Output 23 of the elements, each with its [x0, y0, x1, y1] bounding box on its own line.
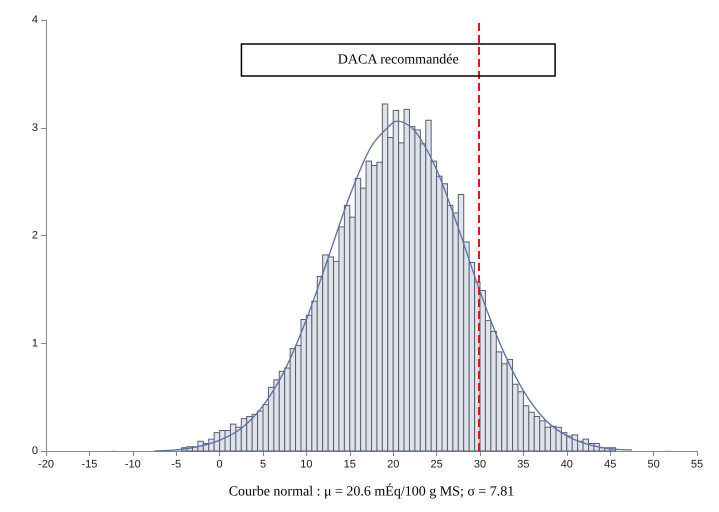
x-tick-label: 35 — [517, 458, 530, 470]
y-tick-label: 3 — [32, 122, 38, 134]
x-tick-label: 50 — [647, 458, 660, 470]
x-axis-title: Courbe normal : μ = 20.6 mÉq/100 g MS; σ = 7.81 — [228, 482, 514, 500]
x-tick-label: -5 — [171, 458, 182, 470]
ref-line-label: DACA recommandée — [338, 52, 459, 68]
x-tick-label: 30 — [474, 458, 486, 470]
x-tick-label: -10 — [124, 458, 141, 470]
y-tick-label: 2 — [32, 230, 38, 242]
x-tick-label: -15 — [81, 458, 98, 470]
x-tick-label: 20 — [387, 458, 400, 470]
x-tick-label: 0 — [216, 458, 223, 470]
x-tick-label: 40 — [560, 458, 573, 470]
y-tick-label: 1 — [32, 337, 38, 350]
x-tick-label: 45 — [604, 458, 616, 470]
y-tick-label: 0 — [32, 445, 38, 457]
x-tick-label: 55 — [690, 458, 704, 470]
x-tick-label: 15 — [344, 458, 356, 470]
x-tick-label: 5 — [260, 458, 266, 470]
y-tick-label: 4 — [32, 14, 38, 26]
x-tick-label: 25 — [430, 458, 443, 470]
x-tick-label: -20 — [38, 458, 54, 470]
x-tick-label: 10 — [300, 458, 313, 470]
